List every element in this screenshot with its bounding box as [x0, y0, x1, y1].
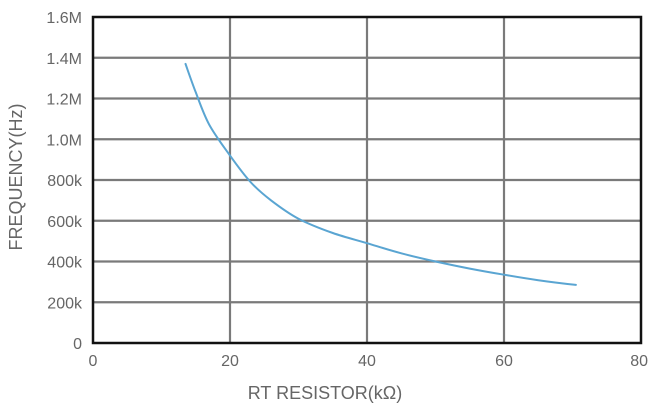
grid-lines: [93, 17, 641, 343]
y-tick-labels: 0 200k 400k 600k 800k 1.0M 1.2M 1.4M 1.6M: [46, 10, 83, 353]
series-line-0: [184, 62, 577, 286]
series-layer: [184, 62, 577, 286]
x-tick-label: 80: [630, 353, 648, 370]
x-tick-label: 40: [358, 353, 376, 370]
x-axis-title: RT RESISTOR(kΩ): [248, 383, 402, 403]
x-tick-labels: 0 20 40 60 80: [89, 353, 649, 370]
x-tick-label: 60: [495, 353, 513, 370]
y-axis-title: FREQUENCY(Hz): [6, 104, 26, 251]
y-tick-label: 1.0M: [46, 132, 82, 149]
y-tick-label: 1.4M: [46, 51, 82, 68]
y-tick-label: 200k: [47, 295, 83, 312]
y-tick-label: 800k: [47, 173, 83, 190]
x-tick-label: 0: [89, 353, 98, 370]
plot-frame: [91, 15, 643, 345]
y-tick-label: 400k: [47, 255, 83, 272]
y-tick-label: 600k: [47, 214, 83, 231]
plot-border: [91, 15, 643, 345]
y-tick-label: 0: [73, 336, 82, 353]
y-tick-label: 1.2M: [46, 92, 82, 109]
x-tick-label: 20: [221, 353, 239, 370]
y-tick-label: 1.6M: [46, 10, 82, 27]
